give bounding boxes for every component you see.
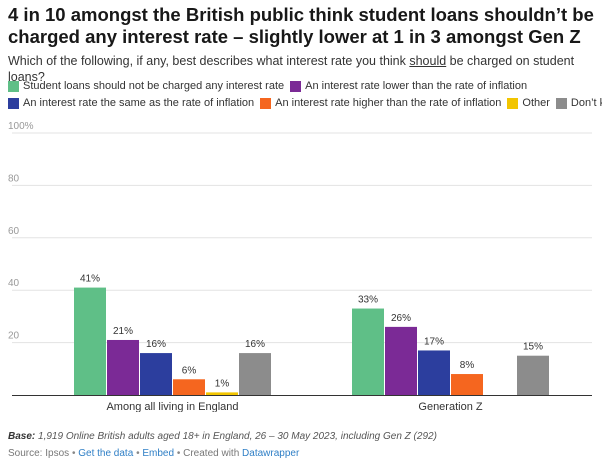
footer-base-note: Base: 1,919 Online British adults aged 1… xyxy=(8,431,598,443)
bar xyxy=(239,353,271,395)
y-tick-label: 60 xyxy=(8,226,20,237)
legend-item: Student loans should not be charged any … xyxy=(8,80,284,93)
legend-item: An interest rate higher than the rate of… xyxy=(260,97,501,110)
separator: • xyxy=(176,448,181,459)
y-tick-label: 80 xyxy=(8,173,20,184)
chart-legend: Student loans should not be charged any … xyxy=(8,79,602,113)
bar xyxy=(173,379,205,395)
separator: • xyxy=(71,448,76,459)
bar xyxy=(517,355,549,395)
legend-swatch xyxy=(8,80,19,92)
bar xyxy=(206,392,238,395)
bar-value-label: 6% xyxy=(182,365,197,376)
bar-value-label: 17% xyxy=(424,336,444,347)
base-label: Base: xyxy=(8,431,36,442)
bar xyxy=(140,353,172,395)
bar xyxy=(352,308,384,395)
legend-swatch xyxy=(507,97,519,109)
legend-label: Don’t know xyxy=(570,96,602,109)
bar xyxy=(418,350,450,395)
legend-item: An interest rate the same as the rate of… xyxy=(8,97,254,110)
bar xyxy=(74,287,106,395)
datawrapper-link[interactable]: Datawrapper xyxy=(242,448,300,459)
bar-value-label: 33% xyxy=(358,295,378,306)
chart-title: 4 in 10 amongst the British public think… xyxy=(8,4,594,47)
legend-item: Other xyxy=(507,97,550,110)
footer-credits: Source: Ipsos • Get the data • Embed • C… xyxy=(8,448,598,460)
legend-label: Student loans should not be charged any … xyxy=(23,79,285,92)
bar-value-label: 16% xyxy=(245,339,265,350)
legend-item: Don’t know xyxy=(555,96,602,110)
bar xyxy=(385,326,417,395)
legend-label: An interest rate higher than the rate of… xyxy=(275,96,502,109)
bar xyxy=(451,374,483,395)
legend-swatch xyxy=(260,97,272,109)
chart-subtitle: Which of the following, if any, best des… xyxy=(8,53,598,85)
y-tick-label: 20 xyxy=(8,331,20,342)
legend-row: Student loans should not be charged any … xyxy=(8,79,598,93)
legend-label: Other xyxy=(522,96,550,109)
x-category-label: Among all living in England xyxy=(106,401,238,412)
legend-label: An interest rate lower than the rate of … xyxy=(305,79,528,92)
bar-value-label: 26% xyxy=(391,313,411,324)
legend-swatch xyxy=(290,80,302,92)
bar-value-label: 8% xyxy=(460,360,475,371)
y-tick-label: 40 xyxy=(8,278,20,289)
bar-chart: 20 40 60 80 100% 41% 21% 16% 6% 1% 16% Among all li… xyxy=(8,121,592,412)
legend-swatch xyxy=(8,97,19,109)
legend-label: An interest rate the same as the rate of… xyxy=(23,96,255,109)
legend-swatch xyxy=(555,97,567,109)
subtitle-text-start: Which of the following, if any, best des… xyxy=(8,54,410,68)
legend-item: An interest rate lower than the rate of … xyxy=(290,80,527,93)
bar xyxy=(107,339,139,395)
bar-value-label: 41% xyxy=(80,274,100,285)
legend-row: An interest rate the same as the rate of… xyxy=(8,96,602,110)
separator: • xyxy=(136,448,140,459)
bar-value-label: 15% xyxy=(523,342,543,353)
y-tick-label: 100% xyxy=(8,121,34,132)
get-the-data-link[interactable]: Get the data xyxy=(78,448,134,459)
embed-link[interactable]: Embed xyxy=(142,448,175,459)
bar-value-label: 16% xyxy=(146,339,166,350)
created-with-text: Created with xyxy=(183,448,243,459)
bar-value-label: 21% xyxy=(113,326,133,337)
base-text: 1,919 Online British adults aged 18+ in … xyxy=(35,431,437,442)
x-category-label: Generation Z xyxy=(418,401,482,412)
bar-value-label: 1% xyxy=(215,378,230,389)
subtitle-emphasis: should xyxy=(409,54,447,68)
source-text: Source: Ipsos xyxy=(8,448,70,459)
